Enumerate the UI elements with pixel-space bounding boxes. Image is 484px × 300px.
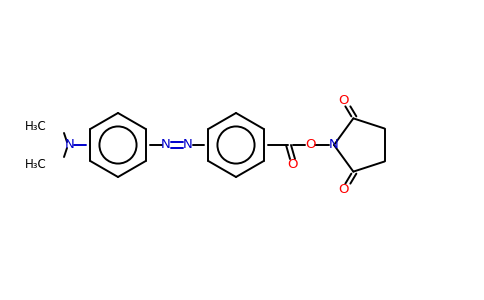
Text: O: O: [305, 139, 315, 152]
Text: O: O: [338, 94, 348, 107]
Text: O: O: [338, 183, 348, 196]
Text: N: N: [65, 139, 75, 152]
Text: O: O: [287, 158, 297, 172]
Text: H₃C: H₃C: [25, 119, 47, 133]
Text: H₃C: H₃C: [25, 158, 47, 170]
Text: N: N: [329, 139, 339, 152]
Text: N: N: [161, 139, 171, 152]
Text: N: N: [183, 139, 193, 152]
